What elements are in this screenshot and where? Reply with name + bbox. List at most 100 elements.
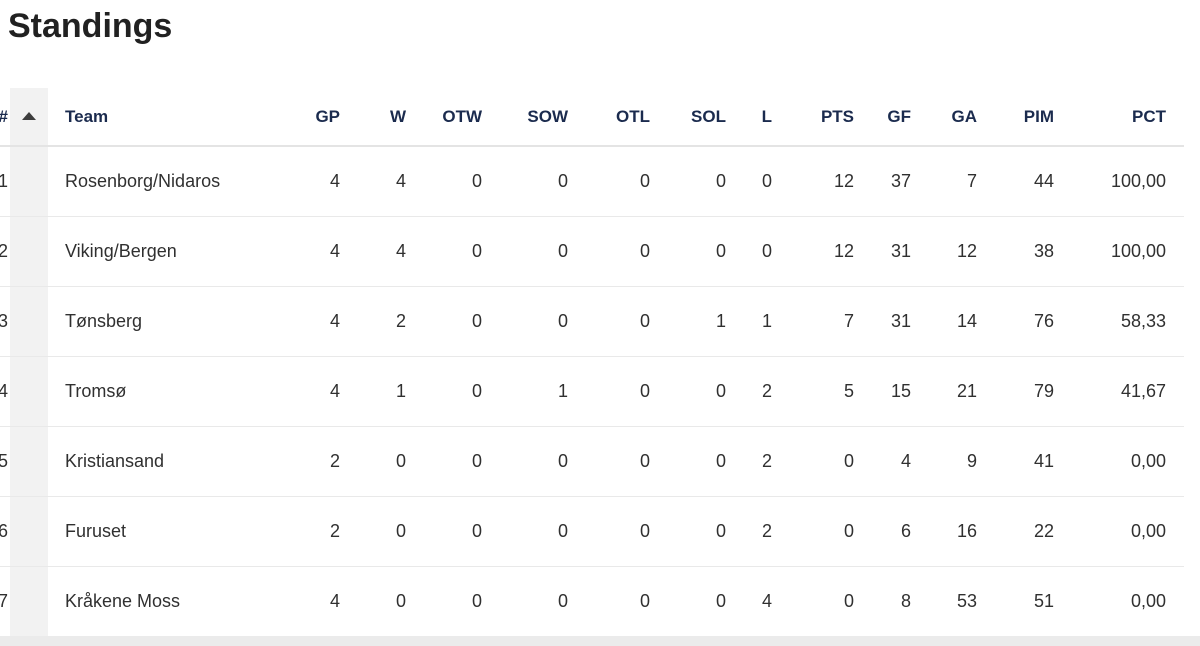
sol-cell: 0 bbox=[650, 566, 726, 637]
pim-cell: 22 bbox=[977, 496, 1054, 567]
col-header-otw[interactable]: OTW bbox=[406, 88, 482, 147]
gf-cell: 31 bbox=[854, 286, 911, 357]
standings-table-viewport: # Team GP W OTW SOW OTL SOL L PTS GF GA … bbox=[0, 88, 1200, 637]
sol-cell: 1 bbox=[650, 286, 726, 357]
gp-cell: 4 bbox=[250, 566, 340, 637]
gp-cell: 2 bbox=[250, 496, 340, 567]
pim-cell: 38 bbox=[977, 216, 1054, 287]
pct-cell: 58,33 bbox=[1054, 286, 1184, 357]
gf-cell: 37 bbox=[854, 146, 911, 217]
sol-cell: 0 bbox=[650, 146, 726, 217]
sow-cell: 0 bbox=[482, 286, 568, 357]
col-header-team[interactable]: Team bbox=[48, 88, 250, 147]
gf-cell: 31 bbox=[854, 216, 911, 287]
ga-cell: 21 bbox=[911, 356, 977, 427]
sow-cell: 0 bbox=[482, 426, 568, 497]
otl-cell: 0 bbox=[568, 566, 650, 637]
w-cell: 0 bbox=[340, 566, 406, 637]
sow-cell: 0 bbox=[482, 496, 568, 567]
team-name-cell: Viking/Bergen bbox=[48, 216, 250, 287]
col-header-sort-indicator[interactable] bbox=[10, 88, 48, 147]
sorted-column-cell bbox=[10, 286, 48, 357]
sow-cell: 0 bbox=[482, 146, 568, 217]
col-header-l[interactable]: L bbox=[726, 88, 772, 147]
otl-cell: 0 bbox=[568, 496, 650, 567]
pim-cell: 51 bbox=[977, 566, 1054, 637]
table-row: 3 Tønsberg 4 2 0 0 0 1 1 7 31 14 76 58,3… bbox=[0, 286, 1184, 357]
w-cell: 2 bbox=[340, 286, 406, 357]
table-row: 5 Kristiansand 2 0 0 0 0 0 2 0 4 9 41 0,… bbox=[0, 426, 1184, 497]
otw-cell: 0 bbox=[406, 426, 482, 497]
team-name-cell: Kråkene Moss bbox=[48, 566, 250, 637]
l-cell: 2 bbox=[726, 356, 772, 427]
gf-cell: 8 bbox=[854, 566, 911, 637]
rank-cell: 7 bbox=[0, 566, 10, 637]
pct-cell: 0,00 bbox=[1054, 496, 1184, 567]
gp-cell: 2 bbox=[250, 426, 340, 497]
sort-ascending-icon bbox=[22, 112, 36, 121]
rank-cell: 3 bbox=[0, 286, 10, 357]
sol-cell: 0 bbox=[650, 426, 726, 497]
col-header-pim[interactable]: PIM bbox=[977, 88, 1054, 147]
team-name-cell: Kristiansand bbox=[48, 426, 250, 497]
rank-cell: 1 bbox=[0, 146, 10, 217]
gp-cell: 4 bbox=[250, 286, 340, 357]
col-header-gf[interactable]: GF bbox=[854, 88, 911, 147]
l-cell: 4 bbox=[726, 566, 772, 637]
sorted-column-cell bbox=[10, 566, 48, 637]
pct-cell: 0,00 bbox=[1054, 426, 1184, 497]
otl-cell: 0 bbox=[568, 146, 650, 217]
col-header-gp[interactable]: GP bbox=[250, 88, 340, 147]
pim-cell: 44 bbox=[977, 146, 1054, 217]
w-cell: 0 bbox=[340, 496, 406, 567]
sorted-column-cell bbox=[10, 356, 48, 427]
pts-cell: 12 bbox=[772, 146, 854, 217]
pts-cell: 0 bbox=[772, 496, 854, 567]
pts-cell: 5 bbox=[772, 356, 854, 427]
rank-cell: 4 bbox=[0, 356, 10, 427]
table-row: 6 Furuset 2 0 0 0 0 0 2 0 6 16 22 0,00 bbox=[0, 496, 1184, 567]
l-cell: 2 bbox=[726, 426, 772, 497]
team-name-cell: Furuset bbox=[48, 496, 250, 567]
rank-cell: 6 bbox=[0, 496, 10, 567]
col-header-sow[interactable]: SOW bbox=[482, 88, 568, 147]
l-cell: 0 bbox=[726, 146, 772, 217]
sow-cell: 0 bbox=[482, 566, 568, 637]
table-row: 2 Viking/Bergen 4 4 0 0 0 0 0 12 31 12 3… bbox=[0, 216, 1184, 287]
otw-cell: 0 bbox=[406, 496, 482, 567]
col-header-pct[interactable]: PCT bbox=[1054, 88, 1184, 147]
w-cell: 1 bbox=[340, 356, 406, 427]
col-header-rank[interactable]: # bbox=[0, 88, 10, 147]
otw-cell: 0 bbox=[406, 566, 482, 637]
sorted-column-cell bbox=[10, 216, 48, 287]
col-header-sol[interactable]: SOL bbox=[650, 88, 726, 147]
col-header-w[interactable]: W bbox=[340, 88, 406, 147]
col-header-otl[interactable]: OTL bbox=[568, 88, 650, 147]
l-cell: 1 bbox=[726, 286, 772, 357]
col-header-ga[interactable]: GA bbox=[911, 88, 977, 147]
pim-cell: 41 bbox=[977, 426, 1054, 497]
pim-cell: 76 bbox=[977, 286, 1054, 357]
gf-cell: 6 bbox=[854, 496, 911, 567]
l-cell: 0 bbox=[726, 216, 772, 287]
sol-cell: 0 bbox=[650, 496, 726, 567]
pct-cell: 100,00 bbox=[1054, 216, 1184, 287]
col-header-pts[interactable]: PTS bbox=[772, 88, 854, 147]
sorted-column-cell bbox=[10, 426, 48, 497]
pts-cell: 0 bbox=[772, 566, 854, 637]
pts-cell: 0 bbox=[772, 426, 854, 497]
otw-cell: 0 bbox=[406, 356, 482, 427]
sow-cell: 1 bbox=[482, 356, 568, 427]
otw-cell: 0 bbox=[406, 146, 482, 217]
ga-cell: 12 bbox=[911, 216, 977, 287]
table-row: 1 Rosenborg/Nidaros 4 4 0 0 0 0 0 12 37 … bbox=[0, 146, 1184, 217]
gf-cell: 4 bbox=[854, 426, 911, 497]
pim-cell: 79 bbox=[977, 356, 1054, 427]
pct-cell: 0,00 bbox=[1054, 566, 1184, 637]
ga-cell: 16 bbox=[911, 496, 977, 567]
pts-cell: 12 bbox=[772, 216, 854, 287]
ga-cell: 14 bbox=[911, 286, 977, 357]
w-cell: 4 bbox=[340, 146, 406, 217]
team-name-cell: Tromsø bbox=[48, 356, 250, 427]
team-name-cell: Rosenborg/Nidaros bbox=[48, 146, 250, 217]
